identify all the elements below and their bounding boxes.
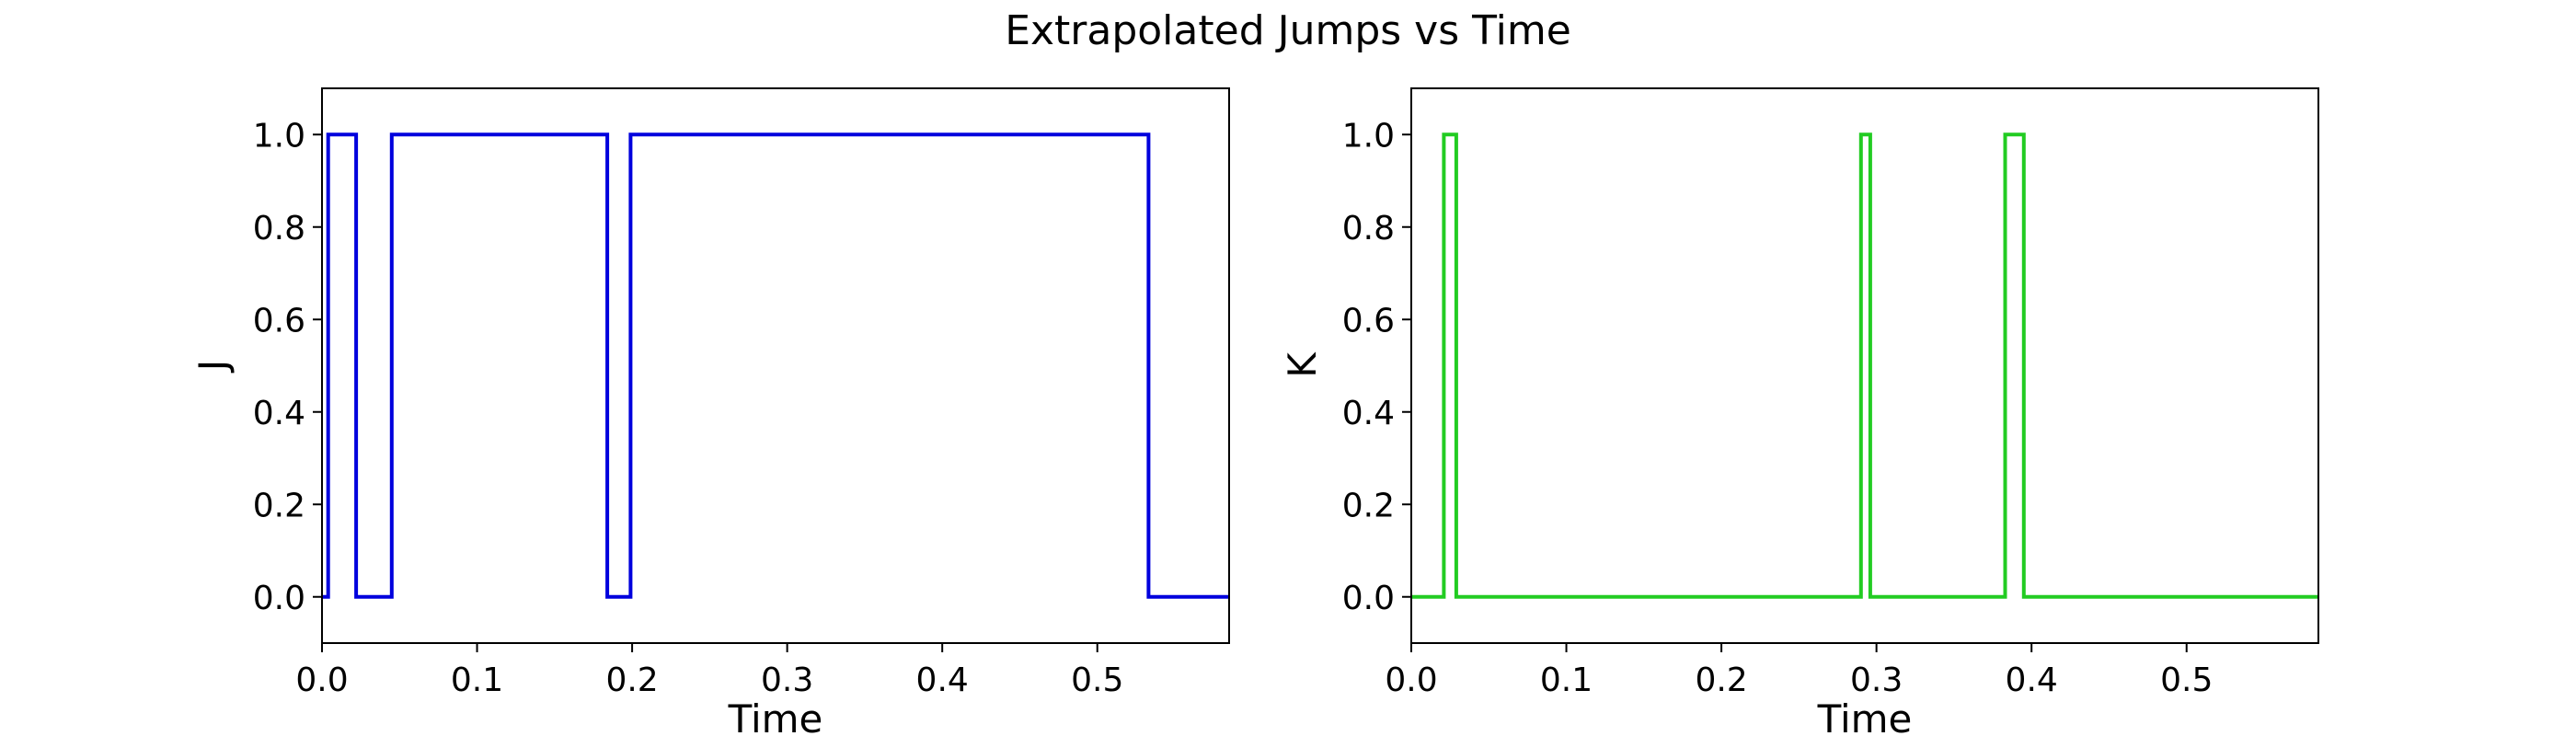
y-tick-label-j: 0.6	[253, 302, 305, 339]
plot-frame-j	[321, 87, 1230, 644]
x-tick-label-k: 0.4	[2006, 661, 2058, 699]
ylabel-j: J	[190, 360, 236, 374]
series-line-k	[1411, 132, 2318, 599]
y-tick-label-j: 0.2	[253, 487, 305, 524]
subplot-j: J Time 0.0 0.1 0.2 0.3 0.4 0.5 0.0 0.2 0.4 0.6 0.8…	[190, 87, 1230, 736]
x-tick-label-k: 0.5	[2160, 661, 2213, 699]
y-tick-label-k: 0.0	[1342, 580, 1395, 617]
x-tick-label-j: 0.4	[916, 661, 969, 699]
x-tick-label-k: 0.3	[1850, 661, 1903, 699]
ylabel-k: K	[1280, 351, 1325, 378]
y-tick-label-k: 0.2	[1342, 487, 1395, 524]
x-tick-label-j: 0.2	[605, 661, 658, 699]
xlabel-k: Time	[1817, 696, 1913, 736]
x-tick-label-k: 0.2	[1695, 661, 1747, 699]
y-tick-label-k: 0.8	[1342, 210, 1395, 247]
y-tick-label-j: 0.0	[253, 580, 305, 617]
x-tick-label-j: 0.3	[761, 661, 813, 699]
y-tick-label-j: 0.8	[253, 210, 305, 247]
series-line-j	[322, 132, 1229, 599]
x-tick-label-j: 0.0	[295, 661, 348, 699]
subplot-k: K Time 0.0 0.1 0.2 0.3 0.4 0.5 0.0 0.2 0.4 0.6 0.8…	[1280, 87, 2319, 736]
plot-frame-k	[1410, 87, 2319, 644]
y-tick-label-k: 0.6	[1342, 302, 1395, 339]
y-tick-label-k: 0.4	[1342, 395, 1395, 432]
figure-title: Extrapolated Jumps vs Time	[1005, 7, 1571, 54]
y-tick-label-j: 1.0	[253, 117, 305, 155]
y-tick-label-j: 0.4	[253, 395, 305, 432]
y-tick-label-k: 1.0	[1342, 117, 1395, 155]
x-tick-label-k: 0.1	[1540, 661, 1593, 699]
x-tick-label-j: 0.5	[1071, 661, 1123, 699]
xlabel-j: Time	[728, 696, 823, 736]
x-tick-label-k: 0.0	[1385, 661, 1437, 699]
x-tick-label-j: 0.1	[451, 661, 503, 699]
